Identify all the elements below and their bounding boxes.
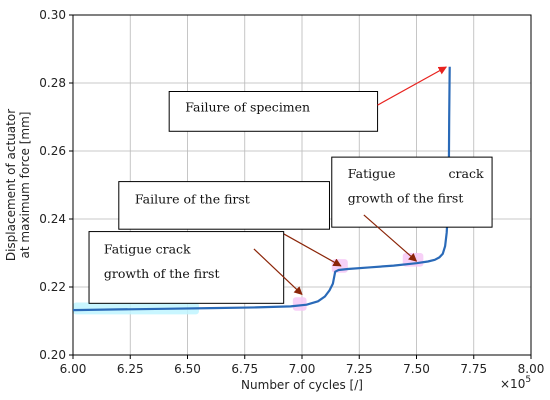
annotation-text: growth of the first xyxy=(348,190,464,205)
series-line xyxy=(72,66,451,312)
x-axis-multiplier-exponent: 5 xyxy=(525,375,531,385)
x-axis-title: Number of cycles [/] xyxy=(241,378,363,392)
y-axis-title-line-2: at maximum force [mm] xyxy=(18,112,32,259)
tick-layer: 6.00 6.25 6.50 6.75 7.00 7.25 7.50 7.75 8.00 0.20… xyxy=(39,8,544,376)
annotation-text: Failure of the first xyxy=(135,192,250,207)
annotation-box xyxy=(331,156,493,228)
x-axis-multiplier: ×105 xyxy=(500,375,531,391)
annotation-arrow xyxy=(279,231,342,267)
annotation-arrow xyxy=(363,214,418,262)
x-axis-multiplier-base: ×10 xyxy=(500,377,525,391)
annotation-text: Fatigue crack xyxy=(104,241,191,256)
annotation: Failure of specimen xyxy=(168,66,448,132)
annotation-box xyxy=(88,231,285,304)
annotation-layer: Failure of specimen Failure of the first F… xyxy=(88,66,493,304)
y-tick-label: 0.22 xyxy=(39,280,66,294)
series-layer xyxy=(72,66,451,312)
y-tick-label: 0.30 xyxy=(39,8,66,22)
annotation: Failure of the first xyxy=(118,181,342,267)
x-tick-label: 6.00 xyxy=(60,362,87,376)
x-tick-label: 8.00 xyxy=(518,362,545,376)
annotation-box xyxy=(168,91,379,132)
x-tick-label: 7.25 xyxy=(346,362,373,376)
annotation: Fatigue crack growth of the first xyxy=(331,156,493,262)
y-tick-label: 0.24 xyxy=(39,212,66,226)
x-tick-label: 6.50 xyxy=(174,362,201,376)
annotation-arrow xyxy=(253,248,303,296)
x-tick-label: 7.00 xyxy=(289,362,316,376)
x-tick-label: 7.75 xyxy=(460,362,487,376)
y-axis-title-line-1: Displacement of actuator xyxy=(4,109,18,261)
annotation-text: growth of the first xyxy=(104,266,220,281)
y-tick-label: 0.28 xyxy=(39,76,66,90)
highlight-band xyxy=(292,297,307,311)
annotation-text: crack xyxy=(449,166,484,181)
annotation-box xyxy=(118,181,330,230)
annotation: Fatigue crack growth of the first xyxy=(88,231,303,304)
x-tick-label: 7.50 xyxy=(403,362,430,376)
y-tick-label: 0.26 xyxy=(39,144,66,158)
y-tick-label: 0.20 xyxy=(39,348,66,362)
x-tick-label: 6.25 xyxy=(117,362,144,376)
annotation-arrow xyxy=(377,66,448,106)
annotation-text: Failure of specimen xyxy=(185,100,310,115)
x-tick-label: 6.75 xyxy=(231,362,258,376)
annotation-text: Fatigue xyxy=(348,166,396,181)
